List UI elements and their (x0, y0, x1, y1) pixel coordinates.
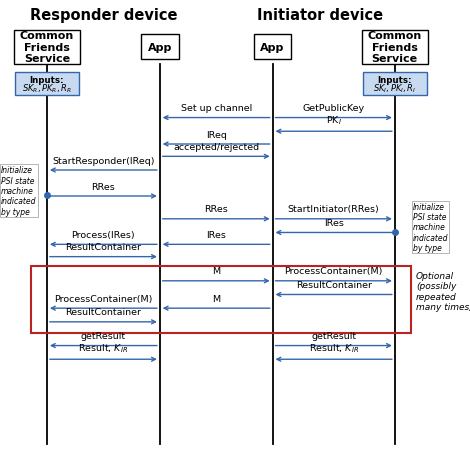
Text: GetPublicKey: GetPublicKey (303, 104, 365, 113)
Bar (31, 266, 411, 333)
Text: Common
Friends
Service: Common Friends Service (368, 31, 422, 64)
Text: Initiator device: Initiator device (257, 9, 383, 23)
Text: accepted/rejected: accepted/rejected (173, 142, 259, 152)
Text: ResultContainer: ResultContainer (65, 243, 141, 252)
Text: RRes: RRes (204, 205, 228, 214)
Text: $SK_I,PK_I,R_I$: $SK_I,PK_I,R_I$ (373, 82, 416, 95)
Text: StartInitiator(RRes): StartInitiator(RRes) (288, 205, 380, 214)
Bar (363, 73, 427, 96)
Text: PK$_I$: PK$_I$ (326, 114, 342, 126)
Text: Common
Friends
Service: Common Friends Service (20, 31, 74, 64)
Text: ResultContainer: ResultContainer (296, 280, 372, 289)
Bar (14, 30, 80, 65)
Text: App: App (148, 43, 172, 53)
Text: App: App (260, 43, 285, 53)
Text: RRes: RRes (92, 182, 115, 191)
Text: Initialize
PSI state
machine
indicated
by type: Initialize PSI state machine indicated b… (1, 166, 37, 216)
Text: M: M (212, 294, 220, 303)
Text: Set up channel: Set up channel (180, 104, 252, 113)
Bar (141, 35, 179, 60)
Text: Initialize
PSI state
machine
indicated
by type: Initialize PSI state machine indicated b… (413, 202, 448, 253)
Bar (15, 73, 79, 96)
Text: Inputs:: Inputs: (30, 76, 64, 85)
Text: M: M (212, 267, 220, 276)
Bar (362, 30, 428, 65)
Text: StartResponder(IReq): StartResponder(IReq) (52, 156, 155, 165)
Text: IRes: IRes (206, 230, 226, 239)
Text: Inputs:: Inputs: (377, 76, 412, 85)
Text: ProcessContainer(M): ProcessContainer(M) (284, 267, 383, 276)
Text: getResult: getResult (311, 331, 356, 340)
Text: Optional
(possibly
repeated
many times): Optional (possibly repeated many times) (416, 271, 470, 311)
Text: $SK_R,PK_R,R_R$: $SK_R,PK_R,R_R$ (22, 82, 72, 95)
Text: ProcessContainer(M): ProcessContainer(M) (54, 294, 153, 303)
Bar (254, 35, 291, 60)
Text: Process(IRes): Process(IRes) (71, 230, 135, 239)
Text: IReq: IReq (206, 130, 227, 139)
Text: Responder device: Responder device (30, 9, 177, 23)
Text: Result, $K_{IR}$: Result, $K_{IR}$ (78, 342, 128, 354)
Text: Result, $K_{IR}$: Result, $K_{IR}$ (309, 342, 359, 354)
Text: ResultContainer: ResultContainer (65, 308, 141, 317)
Text: getResult: getResult (81, 331, 126, 340)
Text: IRes: IRes (324, 218, 344, 228)
